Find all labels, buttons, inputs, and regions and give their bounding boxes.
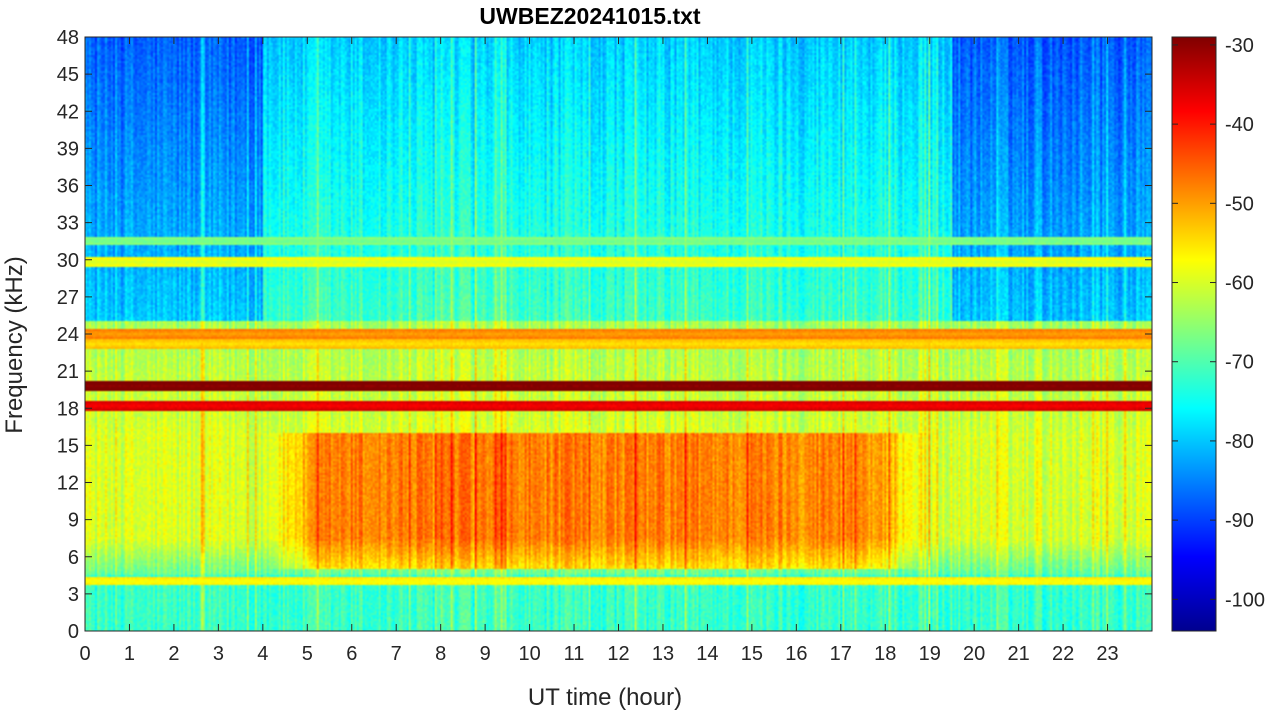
y-tick-label: 45 <box>57 64 79 86</box>
x-tick-label: 2 <box>168 643 179 665</box>
y-tick-label: 27 <box>57 287 79 309</box>
x-tick-label: 8 <box>435 643 446 665</box>
y-tick-label: 18 <box>57 398 79 420</box>
colorbar-axis: -30 -40 -50 -60 -70 -80 -90 -100 <box>1172 35 1265 611</box>
colorbar-tick-label: -30 <box>1225 35 1254 57</box>
x-tick-label: 22 <box>1052 643 1074 665</box>
x-axis: 0 1 2 3 4 5 6 7 8 9 10 11 12 13 14 15 16 17 18 19 20 21 22 23 <box>79 37 1119 665</box>
y-tick-label: 0 <box>68 621 79 643</box>
y-tick-label: 36 <box>57 176 79 198</box>
colorbar-tick-label: -50 <box>1225 193 1254 215</box>
y-tick-label: 6 <box>68 547 79 569</box>
x-tick-label: 21 <box>1008 643 1030 665</box>
y-tick-label: 21 <box>57 361 79 383</box>
x-tick-label: 7 <box>391 643 402 665</box>
x-axis-label: UT time (hour) <box>528 684 682 711</box>
y-tick-label: 48 <box>57 27 79 49</box>
x-tick-label: 14 <box>696 643 718 665</box>
y-tick-label: 30 <box>57 250 79 272</box>
x-tick-label: 19 <box>919 643 941 665</box>
x-tick-label: 0 <box>79 643 90 665</box>
x-tick-label: 13 <box>652 643 674 665</box>
x-tick-label: 15 <box>741 643 763 665</box>
colorbar-tick-label: -100 <box>1225 589 1265 611</box>
y-tick-label: 42 <box>57 101 79 123</box>
x-tick-label: 6 <box>346 643 357 665</box>
colorbar <box>1171 36 1217 632</box>
x-tick-label: 23 <box>1096 643 1118 665</box>
x-tick-label: 20 <box>963 643 985 665</box>
x-tick-label: 3 <box>213 643 224 665</box>
y-axis-label: Frequency (kHz) <box>1 256 28 433</box>
colorbar-tick-label: -40 <box>1225 114 1254 136</box>
x-tick-label: 9 <box>480 643 491 665</box>
chart-title: UWBEZ20241015.txt <box>479 3 700 29</box>
x-tick-label: 18 <box>874 643 896 665</box>
y-tick-label: 24 <box>57 324 79 346</box>
y-tick-label: 9 <box>68 510 79 532</box>
x-tick-label: 10 <box>518 643 540 665</box>
x-tick-label: 11 <box>564 643 585 665</box>
colorbar-tick-label: -70 <box>1225 352 1254 374</box>
y-tick-label: 33 <box>57 213 79 235</box>
spectrogram-image <box>85 37 1152 631</box>
colorbar-tick-label: -60 <box>1225 273 1254 295</box>
colorbar-tick-label: -80 <box>1225 431 1254 453</box>
y-tick-label: 12 <box>57 473 79 495</box>
y-tick-label: 3 <box>68 584 79 606</box>
x-tick-label: 17 <box>830 643 852 665</box>
y-tick-label: 39 <box>57 138 79 160</box>
x-tick-label: 5 <box>302 643 313 665</box>
x-tick-label: 16 <box>785 643 807 665</box>
y-tick-label: 15 <box>57 435 79 457</box>
x-tick-label: 1 <box>124 643 135 665</box>
x-tick-label: 4 <box>257 643 268 665</box>
colorbar-tick-label: -90 <box>1225 510 1254 532</box>
x-tick-label: 12 <box>607 643 629 665</box>
